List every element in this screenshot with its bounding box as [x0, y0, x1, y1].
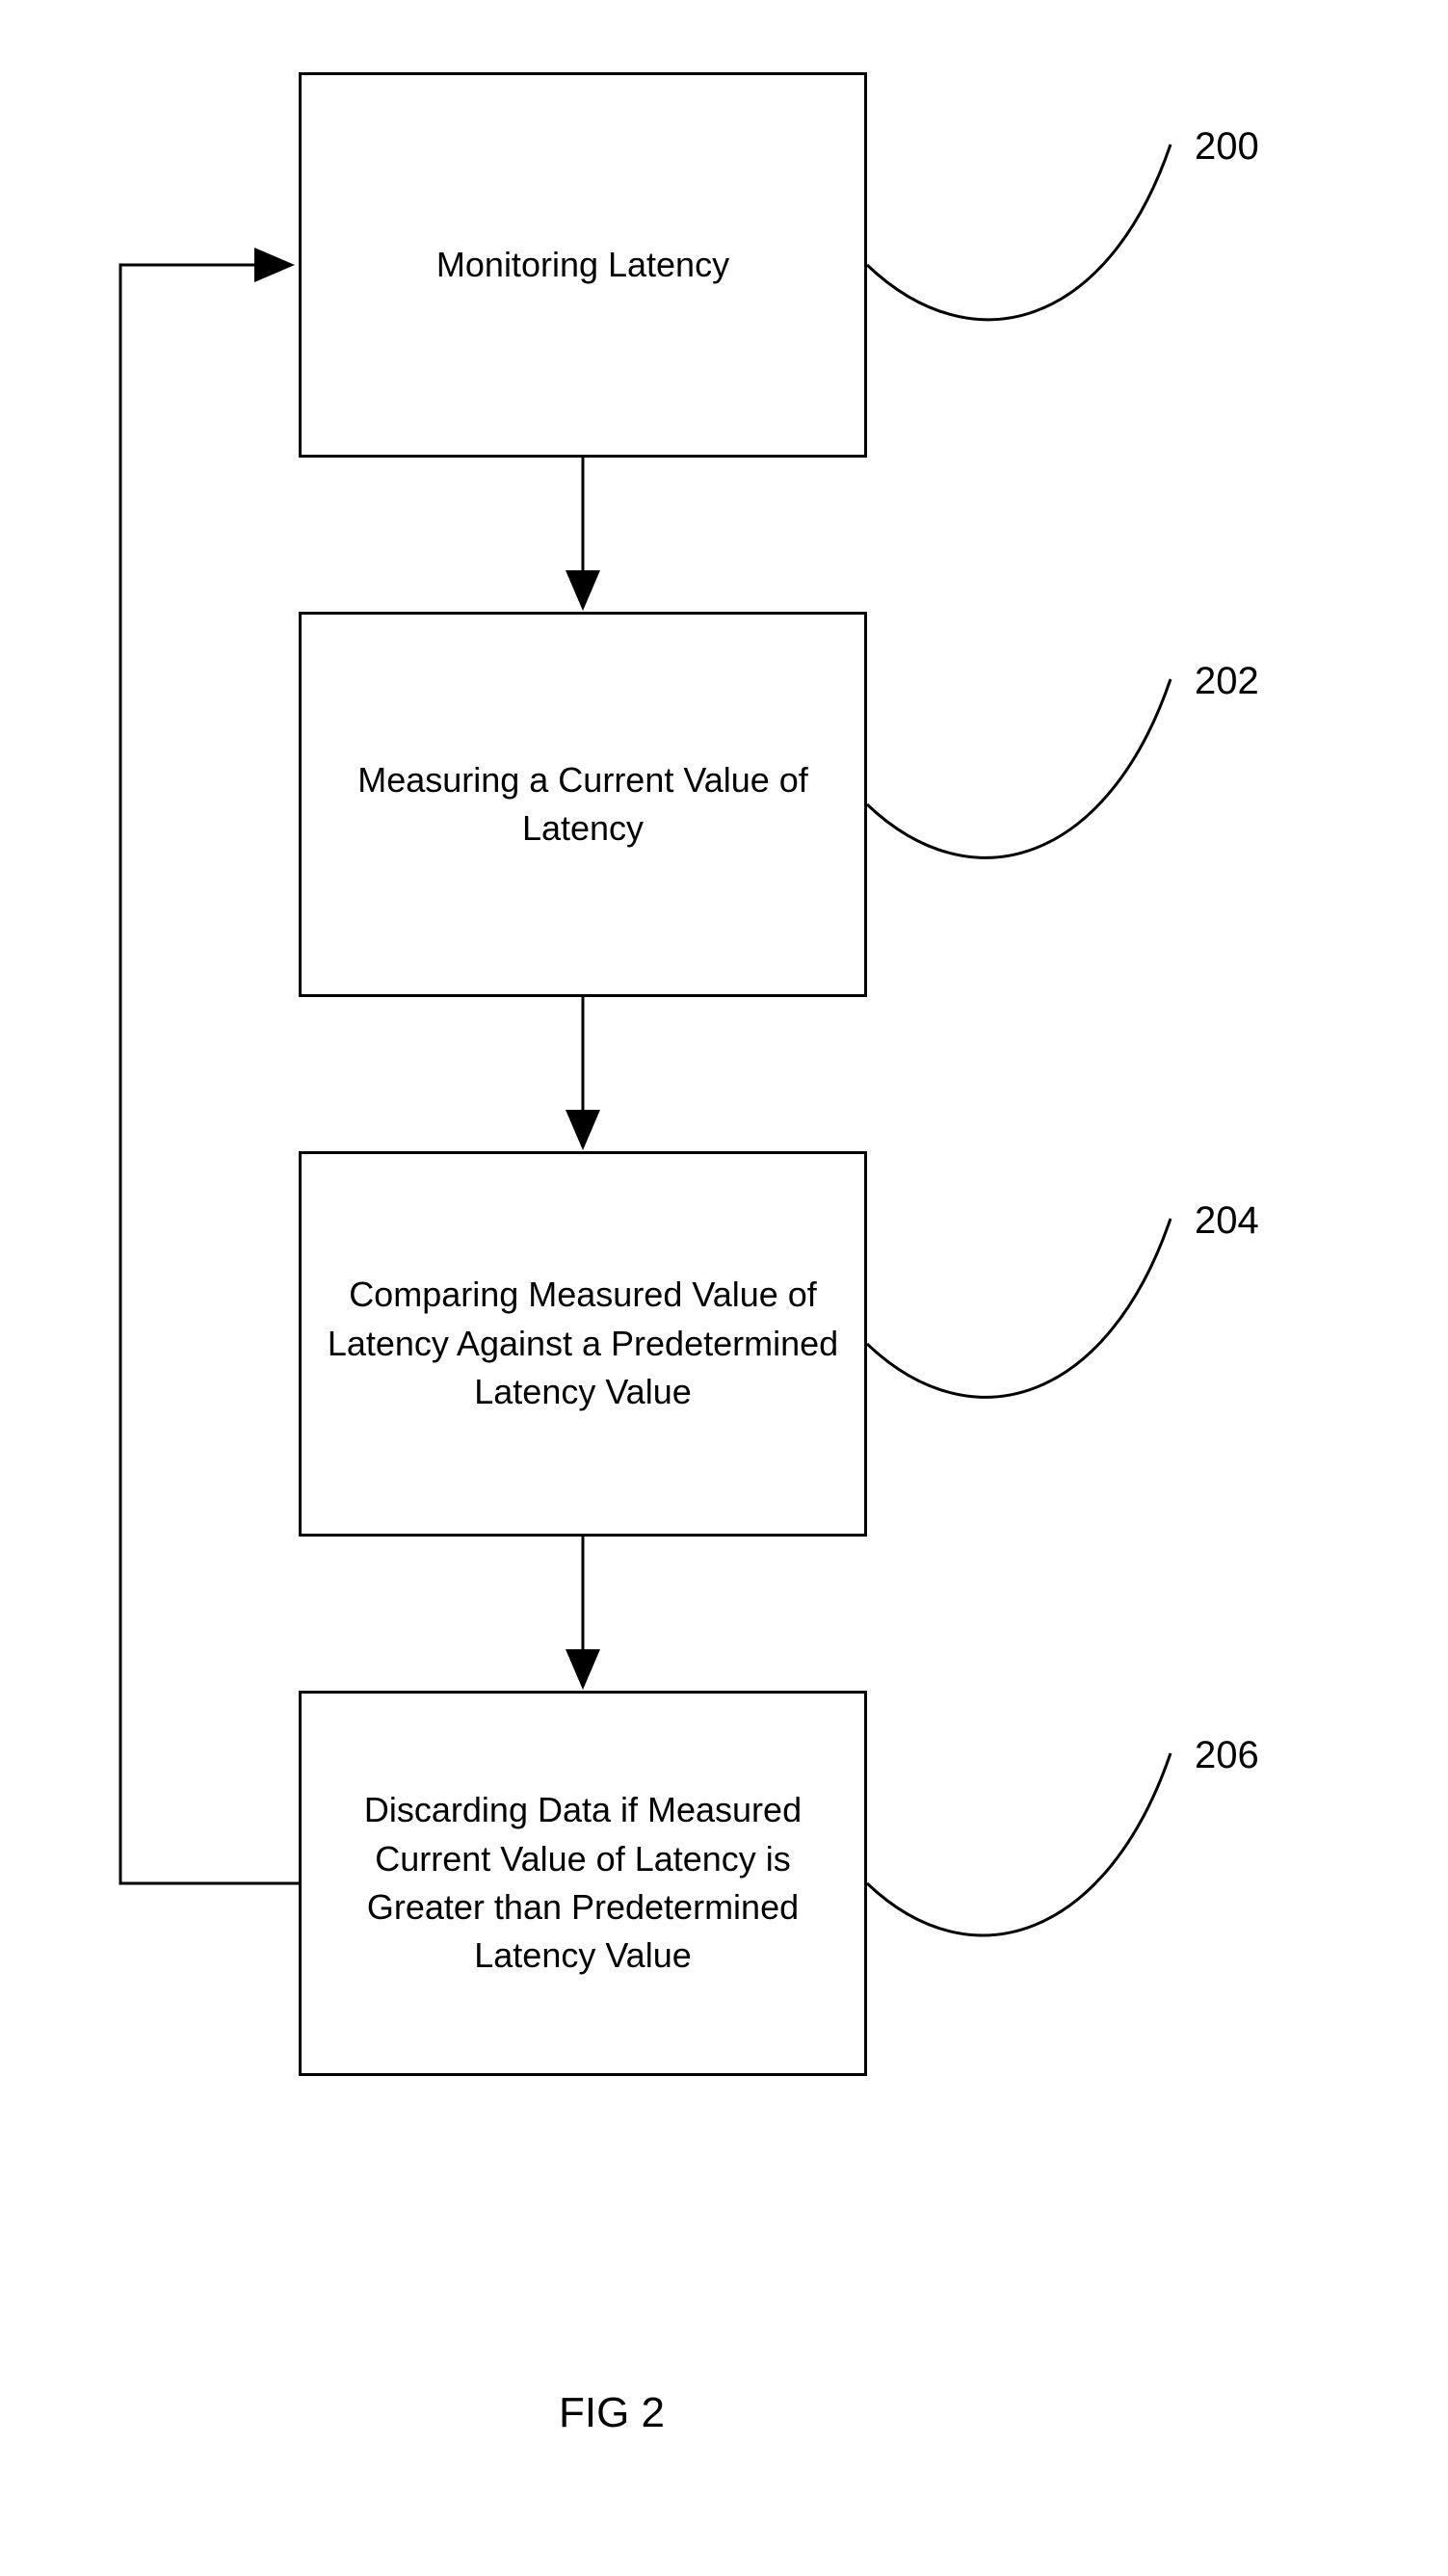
- ref-label-200: 200: [1195, 125, 1259, 169]
- flow-box-200: Monitoring Latency: [299, 72, 867, 458]
- flow-box-202-text: Measuring a Current Value of Latency: [321, 756, 845, 854]
- ref-label-206: 206: [1195, 1734, 1259, 1777]
- flow-box-206: Discarding Data if Measured Current Valu…: [299, 1691, 867, 2076]
- ref-label-202: 202: [1195, 660, 1259, 703]
- flow-box-200-text: Monitoring Latency: [436, 241, 729, 289]
- flow-box-206-text: Discarding Data if Measured Current Valu…: [321, 1786, 845, 1981]
- flow-box-204: Comparing Measured Value of Latency Agai…: [299, 1151, 867, 1537]
- figure-label: FIG 2: [559, 2389, 665, 2437]
- flow-box-202: Measuring a Current Value of Latency: [299, 612, 867, 997]
- flowchart-container: Monitoring Latency 200 Measuring a Curre…: [0, 0, 1448, 2576]
- flow-box-204-text: Comparing Measured Value of Latency Agai…: [321, 1271, 845, 1416]
- ref-label-204: 204: [1195, 1199, 1259, 1243]
